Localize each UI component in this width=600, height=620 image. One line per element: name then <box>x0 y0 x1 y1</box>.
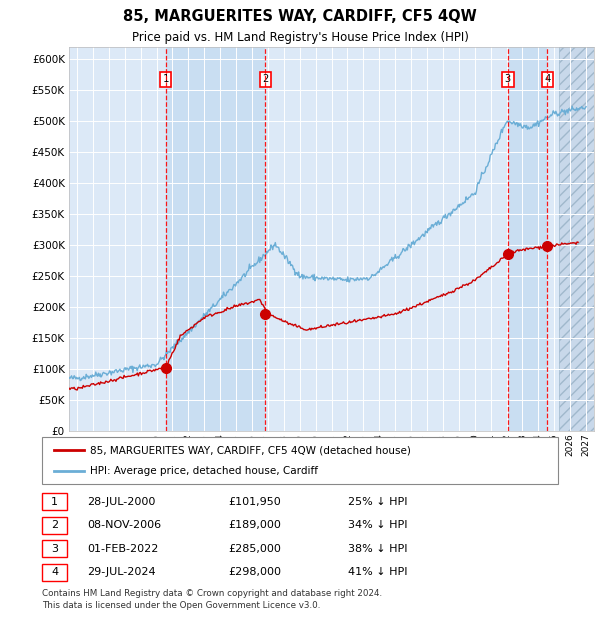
Text: 34% ↓ HPI: 34% ↓ HPI <box>348 520 407 530</box>
Text: £189,000: £189,000 <box>228 520 281 530</box>
Text: £298,000: £298,000 <box>228 567 281 577</box>
Text: HPI: Average price, detached house, Cardiff: HPI: Average price, detached house, Card… <box>90 466 318 476</box>
Text: 4: 4 <box>51 567 58 577</box>
Text: Contains HM Land Registry data © Crown copyright and database right 2024.
This d: Contains HM Land Registry data © Crown c… <box>42 589 382 610</box>
Text: 01-FEB-2022: 01-FEB-2022 <box>87 544 158 554</box>
Text: 3: 3 <box>505 74 511 84</box>
Text: 08-NOV-2006: 08-NOV-2006 <box>87 520 161 530</box>
Text: 25% ↓ HPI: 25% ↓ HPI <box>348 497 407 507</box>
Text: 85, MARGUERITES WAY, CARDIFF, CF5 4QW (detached house): 85, MARGUERITES WAY, CARDIFF, CF5 4QW (d… <box>90 445 411 455</box>
Text: 4: 4 <box>544 74 551 84</box>
Text: 3: 3 <box>51 544 58 554</box>
Text: 28-JUL-2000: 28-JUL-2000 <box>87 497 155 507</box>
Text: 2: 2 <box>51 520 58 530</box>
Text: 85, MARGUERITES WAY, CARDIFF, CF5 4QW: 85, MARGUERITES WAY, CARDIFF, CF5 4QW <box>123 9 477 24</box>
Bar <box>166 46 265 431</box>
Text: Price paid vs. HM Land Registry's House Price Index (HPI): Price paid vs. HM Land Registry's House … <box>131 31 469 43</box>
Text: 2: 2 <box>262 74 269 84</box>
Text: 41% ↓ HPI: 41% ↓ HPI <box>348 567 407 577</box>
Text: 38% ↓ HPI: 38% ↓ HPI <box>348 544 407 554</box>
Text: 1: 1 <box>163 74 169 84</box>
Text: £285,000: £285,000 <box>228 544 281 554</box>
Bar <box>508 46 547 431</box>
Text: 29-JUL-2024: 29-JUL-2024 <box>87 567 155 577</box>
Text: £101,950: £101,950 <box>228 497 281 507</box>
Bar <box>559 46 594 431</box>
Text: 1: 1 <box>51 497 58 507</box>
